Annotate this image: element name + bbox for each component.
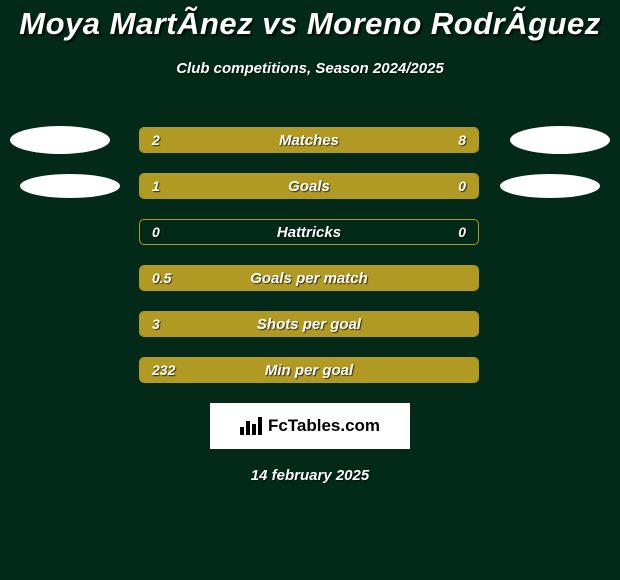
stat-value-left: 2: [140, 128, 172, 152]
stat-bar-right: [208, 128, 478, 152]
stat-value-left: 232: [140, 358, 187, 382]
stat-value-right: 0: [446, 174, 478, 198]
stat-value-left: 3: [140, 312, 172, 336]
stat-bar-track: 10Goals: [139, 173, 479, 199]
stat-bar-left: [140, 266, 478, 290]
stat-bar-track: 0.5Goals per match: [139, 265, 479, 291]
stat-value-left: 1: [140, 174, 172, 198]
stat-bar-left: [140, 174, 410, 198]
stat-bar-left: [140, 312, 478, 336]
page-title: Moya MartÃ­nez vs Moreno RodrÃ­guez: [0, 0, 620, 42]
player-right-marker: [500, 174, 600, 198]
page-subtitle: Club competitions, Season 2024/2025: [0, 60, 620, 77]
stat-label: Hattricks: [140, 220, 478, 244]
player-right-marker: [510, 126, 610, 154]
player-left-marker: [10, 126, 110, 154]
stat-bar-track: 232Min per goal: [139, 357, 479, 383]
stat-bar-track: 0 0Hattricks: [139, 219, 479, 245]
stat-bar-left: [140, 358, 478, 382]
stat-row: 232Min per goal: [0, 347, 620, 393]
stat-value-right: 0: [446, 220, 478, 244]
stat-value-left: 0.5: [140, 266, 183, 290]
infographic-page: Moya MartÃ­nez vs Moreno RodrÃ­guez Club…: [0, 0, 620, 580]
stat-row: 28Matches: [0, 117, 620, 163]
source-badge: FcTables.com: [210, 403, 410, 449]
stat-value-right: 8: [446, 128, 478, 152]
bar-chart-icon: [240, 417, 262, 435]
stat-row: 0 0Hattricks: [0, 209, 620, 255]
player-left-marker: [20, 174, 120, 198]
comparison-rows: 28Matches10Goals00Hattricks0.5Goals per …: [0, 117, 620, 393]
stat-row: 0.5Goals per match: [0, 255, 620, 301]
stat-value-left: 0: [140, 220, 172, 244]
stat-bar-track: 3Shots per goal: [139, 311, 479, 337]
footer-date: 14 february 2025: [0, 467, 620, 484]
source-badge-text: FcTables.com: [268, 416, 380, 436]
stat-row: 10Goals: [0, 163, 620, 209]
stat-row: 3Shots per goal: [0, 301, 620, 347]
stat-bar-track: 28Matches: [139, 127, 479, 153]
